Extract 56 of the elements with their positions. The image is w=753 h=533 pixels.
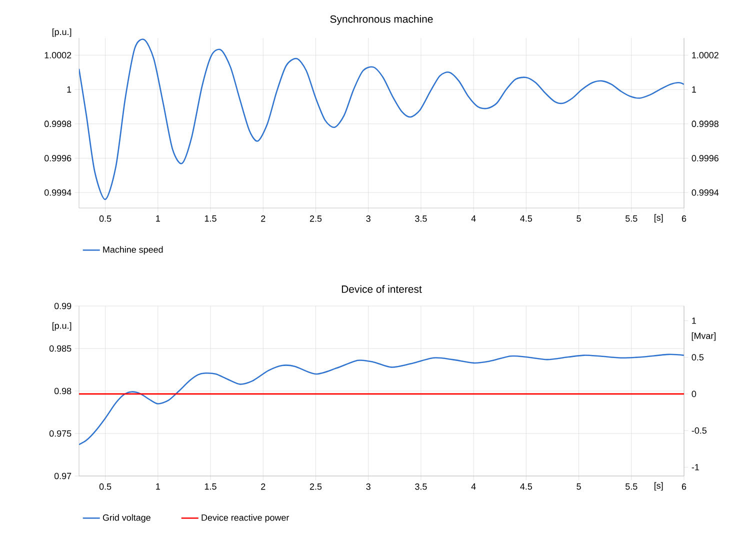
y2-tick-label: -0.5	[692, 427, 707, 434]
x-tick-label: 5	[576, 215, 581, 222]
x-tick-label: 5.5	[626, 483, 638, 490]
x-tick-label: 3	[366, 215, 370, 222]
x-tick-label: 0.5	[99, 483, 112, 490]
y-axis-title: [p.u.]	[52, 322, 72, 331]
y-tick-label: 0.9998	[44, 120, 72, 128]
y-tick-label: 0.9994	[44, 189, 72, 196]
x-tick-label: 3.5	[415, 483, 427, 490]
y-tick-label: 0.975	[49, 430, 72, 437]
y-tick-label: 0.97	[54, 472, 72, 480]
y-tick-label: 1.0002	[44, 52, 72, 58]
x-tick-label: 4.5	[520, 483, 532, 490]
x-axis-title: [s]	[654, 214, 663, 223]
x-tick-label: 1.5	[204, 215, 216, 222]
legend-label: Machine speed	[103, 246, 163, 255]
x-tick-label: 2.5	[310, 215, 322, 222]
x-tick-label: 1	[156, 483, 160, 490]
x-tick-label: 2.5	[310, 483, 322, 490]
x-tick-label: 5	[576, 483, 581, 490]
y2-tick-label: -1	[692, 464, 699, 470]
y-axis-title: [p.u.]	[52, 28, 72, 37]
y2-tick-label: 0.9998	[692, 120, 718, 128]
y2-tick-label: 1	[692, 318, 696, 324]
x-tick-label: 5.5	[626, 215, 638, 222]
x-tick-label: 2	[261, 215, 266, 222]
y2-tick-label: 1.0002	[692, 52, 718, 58]
legend-label: Grid voltage	[102, 514, 150, 523]
x-tick-label: 1	[156, 215, 160, 222]
legend-label: Device reactive power	[202, 514, 290, 523]
y2-tick-label: 0.9994	[692, 189, 719, 196]
x-axis-title: [s]	[654, 482, 663, 491]
x-tick-label: 2	[261, 483, 266, 490]
x-tick-label: 4	[471, 483, 476, 490]
line-series	[79, 39, 684, 200]
x-tick-label: 1.5	[204, 483, 216, 490]
x-tick-label: 0.5	[99, 215, 112, 222]
x-tick-label: 4.5	[520, 215, 532, 222]
x-tick-label: 3.5	[415, 215, 427, 222]
y2-axis-title: [Mvar]	[692, 332, 716, 341]
y-tick-label: 1	[67, 86, 72, 93]
x-tick-label: 4	[471, 215, 476, 222]
chart-title: Device of interest	[342, 285, 422, 293]
y2-tick-label: 0.9996	[692, 155, 718, 162]
y-tick-label: 0.98	[54, 388, 72, 394]
line-series	[79, 354, 684, 446]
y2-tick-label: 0.5	[692, 354, 704, 360]
y-tick-label: 0.9996	[44, 155, 72, 162]
x-tick-label: 6	[682, 483, 686, 490]
y-tick-label: 0.985	[49, 345, 72, 352]
x-tick-label: 3	[366, 483, 370, 490]
x-tick-label: 6	[682, 215, 686, 222]
y2-tick-label: 1	[692, 86, 696, 93]
y-tick-label: 0.99	[54, 302, 72, 310]
chart-title: Synchronous machine	[330, 15, 433, 25]
y2-tick-label: 0	[692, 390, 696, 398]
